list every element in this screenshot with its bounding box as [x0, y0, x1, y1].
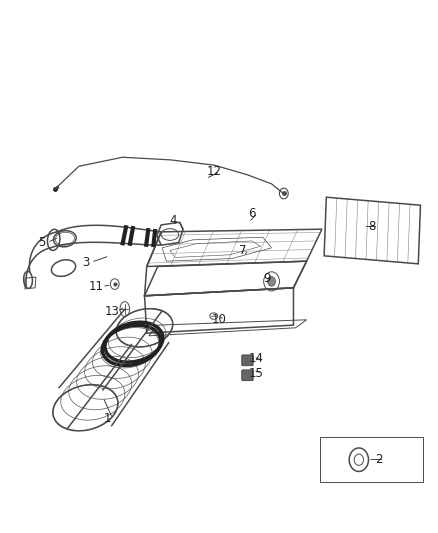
Text: 1: 1	[103, 412, 111, 425]
Text: 8: 8	[369, 220, 376, 233]
Text: 13: 13	[104, 305, 119, 318]
Text: 5: 5	[38, 236, 45, 249]
Text: 11: 11	[89, 280, 104, 293]
FancyBboxPatch shape	[242, 355, 253, 366]
Text: 9: 9	[263, 272, 271, 285]
Text: 3: 3	[82, 256, 89, 269]
FancyBboxPatch shape	[242, 370, 253, 381]
Text: 2: 2	[375, 453, 383, 466]
Text: 15: 15	[249, 367, 264, 379]
Text: 6: 6	[248, 207, 256, 220]
Text: 7: 7	[239, 244, 247, 257]
Text: 12: 12	[207, 165, 222, 178]
Text: 10: 10	[212, 313, 226, 326]
Text: 14: 14	[249, 352, 264, 365]
Circle shape	[268, 277, 276, 286]
Text: 4: 4	[169, 214, 177, 227]
Bar	[320, 437, 423, 482]
